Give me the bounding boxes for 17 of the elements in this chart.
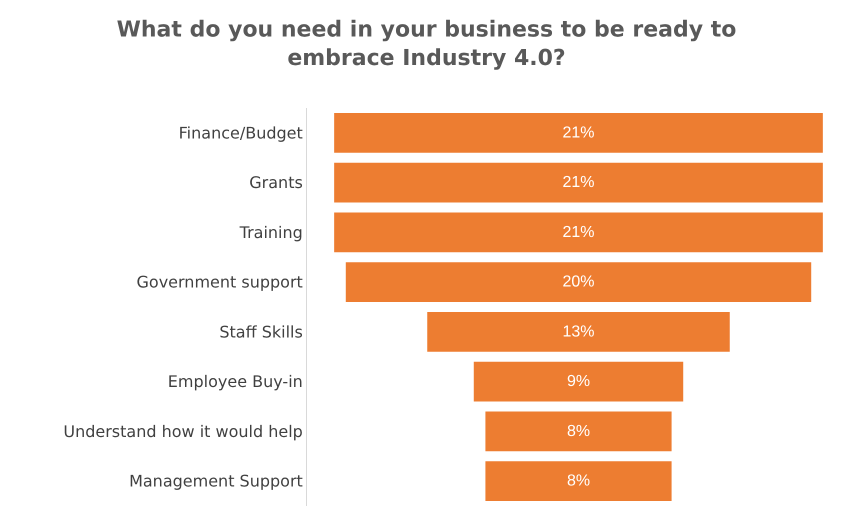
data-label: 21%	[562, 124, 595, 142]
category-label: Management Support	[129, 472, 303, 491]
data-label: 21%	[562, 174, 595, 192]
data-label: 8%	[566, 422, 590, 440]
category-label: Employee Buy-in	[168, 372, 303, 392]
category-label: Finance/Budget	[178, 123, 303, 142]
data-label: 9%	[566, 373, 590, 390]
data-label: 8%	[566, 472, 590, 490]
data-label: 13%	[562, 323, 595, 340]
text: What do you need in your business to be ready to embrace Industry 4.0?	[116, 17, 736, 71]
category-label: Understand how it would help	[63, 422, 303, 441]
data-label: 20%	[562, 274, 595, 291]
category-label: Grants	[249, 173, 303, 192]
category-label: Training	[238, 222, 303, 242]
category-label: Government support	[136, 272, 303, 292]
category-label: Staff Skills	[219, 322, 303, 342]
data-label: 21%	[562, 224, 595, 241]
